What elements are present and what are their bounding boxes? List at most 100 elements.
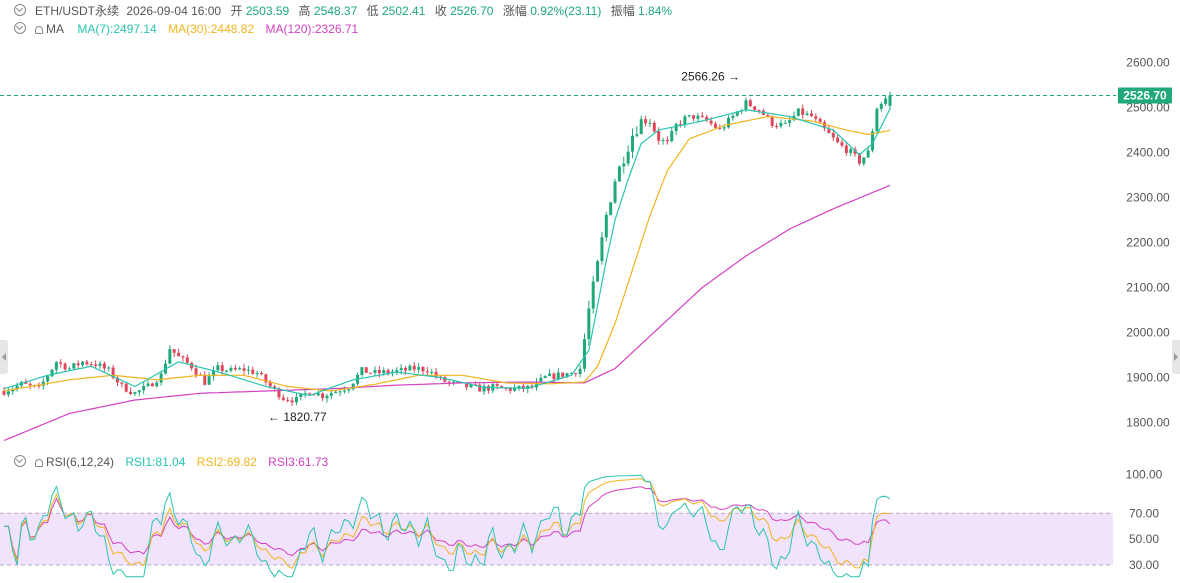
collapse-rsi-icon[interactable]: [14, 455, 26, 467]
candle-body: [879, 103, 883, 109]
candle-body: [718, 127, 722, 129]
candle-body: [644, 119, 648, 124]
scroll-left-handle[interactable]: [0, 340, 8, 374]
candle-body: [888, 95, 892, 106]
candle-body: [85, 361, 89, 365]
candle-body: [255, 373, 259, 375]
bell-icon[interactable]: [35, 459, 43, 467]
amplitude-value: 1.84%: [638, 4, 673, 18]
price-axis-tick: 1800.00: [1126, 416, 1170, 430]
candle-body: [679, 123, 683, 125]
candle-body: [465, 382, 469, 388]
candle-body: [15, 385, 19, 389]
candle-body: [233, 367, 237, 370]
candle-body: [687, 115, 691, 117]
open-value: 2503.59: [245, 4, 290, 18]
candle-body: [705, 116, 709, 121]
candle-body: [430, 371, 434, 373]
candle-body: [76, 363, 80, 366]
price-axis-tick: 2000.00: [1126, 326, 1170, 340]
candle-body: [674, 123, 678, 132]
candle-body: [543, 375, 547, 378]
candle-body: [107, 367, 111, 369]
price-axis-tick: 2400.00: [1126, 146, 1170, 160]
scroll-right-handle[interactable]: [1172, 340, 1180, 374]
rsi1-line: [4, 474, 891, 578]
candle-body: [316, 393, 320, 396]
datetime-label: 2026-09-04 16:00: [126, 4, 222, 18]
candle-body: [731, 115, 735, 118]
candle-body: [823, 122, 827, 129]
candle-body: [526, 385, 530, 389]
candle-body: [539, 377, 543, 382]
candle-body: [757, 109, 761, 111]
candle-body: [308, 393, 312, 395]
candle-body: [661, 139, 665, 141]
candle-body: [517, 385, 521, 388]
ma-indicator-name[interactable]: MA: [46, 22, 64, 36]
candle-body: [565, 373, 569, 377]
candle-body: [753, 106, 757, 110]
candle-body: [351, 383, 355, 390]
ma7-line: [3, 108, 891, 397]
candle-body: [478, 384, 482, 392]
candle-body: [447, 381, 451, 383]
close-value: 2526.70: [450, 4, 494, 18]
collapse-ma-icon[interactable]: [14, 22, 26, 34]
candle-body: [28, 383, 32, 386]
rsi-axis-tick: 100.00: [1126, 467, 1163, 481]
candle-body: [264, 374, 268, 383]
candle-body: [469, 384, 473, 388]
candle-body: [814, 116, 818, 119]
candle-body: [809, 113, 813, 117]
candle-body: [513, 387, 517, 391]
candle-body: [50, 369, 54, 377]
candle-body: [783, 122, 787, 124]
collapse-main-icon[interactable]: [14, 4, 26, 16]
candle-body: [181, 356, 185, 358]
candle-body: [399, 367, 403, 371]
candle-body: [561, 372, 565, 377]
candle-body: [273, 386, 277, 389]
candle-body: [569, 373, 573, 375]
candle-body: [395, 370, 399, 372]
candle-body: [277, 388, 281, 398]
bell-icon[interactable]: [35, 26, 43, 34]
last-price-tag: [1118, 87, 1172, 104]
candle-body: [342, 390, 346, 392]
candle-body: [54, 362, 58, 370]
candle-body: [408, 365, 412, 371]
candle-body: [111, 367, 115, 378]
candle-body: [94, 364, 98, 366]
candle-body: [382, 370, 386, 374]
candle-body: [338, 391, 342, 393]
candle-body: [818, 118, 822, 123]
candle-body: [609, 202, 613, 215]
price-axis-tick: 1900.00: [1126, 371, 1170, 385]
candle-body: [347, 389, 351, 391]
candle-body: [805, 113, 809, 115]
ma7-legend: MA(7):2497.14: [77, 22, 157, 36]
candle-body: [24, 381, 28, 384]
candle-body: [321, 393, 325, 399]
candle-body: [744, 100, 748, 111]
candle-body: [670, 131, 674, 142]
candle-body: [63, 363, 67, 370]
candle-body: [884, 98, 888, 104]
candle-body: [251, 369, 255, 374]
candle-body: [840, 142, 844, 146]
high-value: 2548.37: [313, 4, 358, 18]
candle-body: [203, 375, 207, 385]
candle-body: [312, 394, 316, 396]
candle-body: [770, 116, 774, 126]
candle-body: [574, 373, 578, 375]
rsi-indicator-name[interactable]: RSI(6,12,24): [46, 455, 115, 469]
candle-body: [386, 370, 390, 374]
candle-body: [246, 369, 250, 371]
candle-body: [425, 371, 429, 373]
candle-body: [766, 114, 770, 117]
symbol-label[interactable]: ETH/USDT永续: [35, 4, 120, 18]
candle-body: [37, 385, 41, 387]
last-price-label: 2526.70: [1123, 88, 1167, 102]
